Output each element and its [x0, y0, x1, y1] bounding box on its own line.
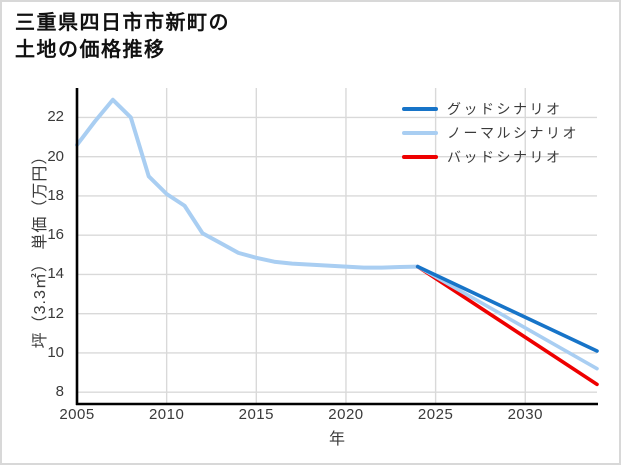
x-axis-label: 年 — [328, 431, 345, 448]
y-tick-label: 20 — [47, 147, 64, 165]
historical-price-line — [75, 97, 420, 270]
legend-label: グッドシナリオ — [447, 101, 563, 117]
x-tick-label: 2010 — [148, 406, 185, 423]
x-tick-label: 2005 — [59, 406, 95, 423]
normal-scenario-line — [415, 264, 599, 371]
y-tick-label: 8 — [55, 383, 64, 401]
x-tick-label: 2020 — [328, 406, 364, 423]
x-tick-label: 2015 — [238, 406, 274, 423]
legend-item-good-scenario: グッドシナリオ — [402, 97, 579, 121]
chart-title-line1: 三重県四日市市新町の — [15, 12, 230, 34]
chart-title-line2: 土地の価格推移 — [15, 39, 166, 61]
legend-item-normal-scenario: ノーマルシナリオ — [402, 121, 579, 145]
x-tick-label: 2030 — [507, 406, 543, 423]
legend-label: バッドシナリオ — [447, 149, 563, 165]
y-axis-label: 坪（3.3㎡） 単価（万円） — [32, 147, 49, 349]
legend-label: ノーマルシナリオ — [447, 125, 579, 141]
y-tick-label: 14 — [47, 265, 64, 283]
y-tick-label: 10 — [47, 343, 64, 361]
normal-scenario-line-swatch — [402, 131, 438, 135]
good-scenario-line-swatch — [402, 107, 438, 111]
legend: グッドシナリオ ノーマルシナリオ バッドシナリオ — [402, 97, 579, 169]
legend-item-bad-scenario: バッドシナリオ — [402, 145, 579, 169]
y-tick-label: 22 — [47, 108, 64, 126]
chart-title: 三重県四日市市新町の 土地の価格推移 — [15, 10, 230, 64]
bad-scenario-line-swatch — [402, 155, 438, 159]
good-scenario-line — [415, 264, 599, 387]
y-tick-label: 18 — [47, 186, 64, 204]
bad-scenario-line — [415, 264, 599, 353]
y-tick-label: 12 — [47, 304, 64, 322]
y-tick-label: 16 — [47, 226, 64, 244]
x-tick-label: 2025 — [417, 406, 454, 423]
